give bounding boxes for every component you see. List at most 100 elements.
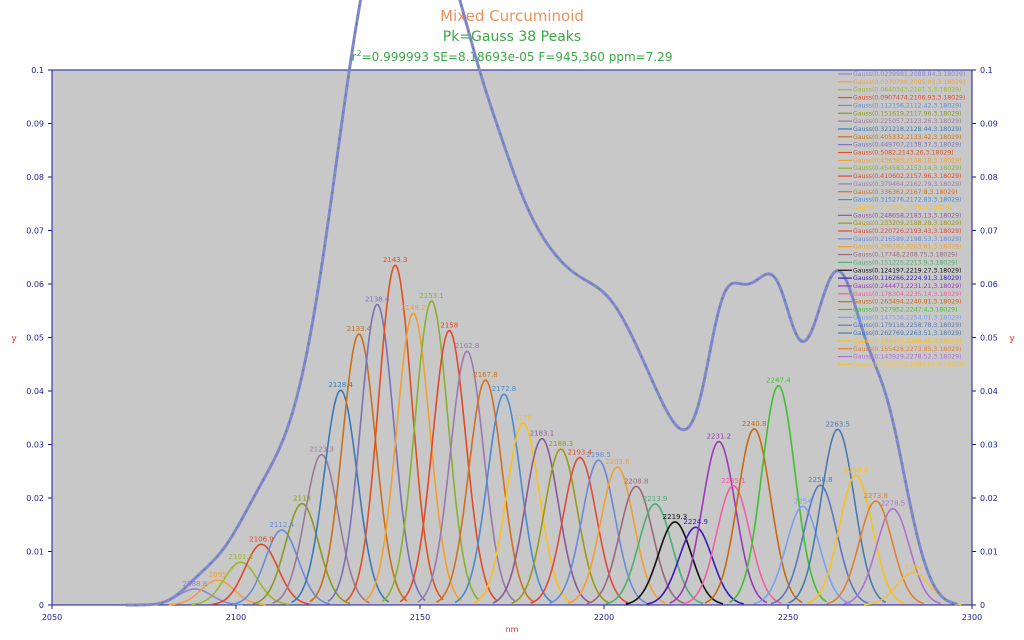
peak-curve-29 bbox=[683, 485, 782, 605]
y-tick-label-left-8: 0.08 bbox=[26, 173, 44, 182]
peak-label-17: 2172.8 bbox=[492, 385, 517, 393]
peak-curve-19 bbox=[492, 437, 591, 604]
y-axis-label-right: y bbox=[1009, 334, 1015, 344]
legend-entry-8: Gauss(0.321218,2128.44,3.18029) bbox=[853, 126, 961, 133]
legend-entry-22: Gauss(0.216589,2198.53,3.18029) bbox=[853, 236, 961, 243]
peak-curve-26 bbox=[625, 521, 724, 605]
legend-entry-37: Gauss(0.143929,2278.52,3.18029) bbox=[853, 354, 961, 361]
fit-statistics: r2=0.999993 SE=8.18693e-05 F=945,360 ppm… bbox=[0, 49, 1024, 64]
legend-entry-9: Gauss(0.405332,2133.42,3.18029) bbox=[853, 134, 961, 141]
peak-label-14: 2158 bbox=[440, 321, 458, 329]
y-tick-label-left-2: 0.02 bbox=[26, 494, 44, 503]
peak-label-34: 2263.5 bbox=[825, 420, 850, 428]
peak-label-38: 2284 bbox=[904, 564, 922, 572]
y-tick-label-right-8: 0.08 bbox=[980, 173, 998, 182]
x-tick-label-1: 2100 bbox=[226, 613, 246, 622]
y-tick-label-left-7: 0.07 bbox=[26, 227, 44, 236]
peak-curve-22 bbox=[549, 459, 647, 604]
peak-label-1: 2088.8 bbox=[183, 580, 208, 588]
y-tick-label-left-10: 0.1 bbox=[31, 66, 44, 75]
legend-entry-21: Gauss(0.220726,2193.43,3.18029) bbox=[853, 228, 961, 235]
legend-entry-3: Gauss(0.0640343,2101.3,3.18029) bbox=[853, 87, 961, 94]
peak-curve-15 bbox=[417, 350, 516, 603]
peak-label-13: 2153.1 bbox=[419, 292, 444, 300]
y-tick-label-left-3: 0.03 bbox=[26, 441, 44, 450]
peak-label-22: 2198.5 bbox=[586, 451, 611, 459]
legend-entry-30: Gauss(0.263494,2240.81,3.18029) bbox=[853, 299, 961, 306]
y-tick-label-left-5: 0.05 bbox=[26, 334, 44, 343]
legend-entry-19: Gauss(0.248658,2183.13,3.18029) bbox=[853, 212, 961, 219]
peak-curve-8 bbox=[291, 389, 390, 604]
peak-curve-21 bbox=[530, 456, 629, 604]
peak-label-30: 2240.8 bbox=[742, 420, 767, 428]
y-tick-label-right-0: 0 bbox=[980, 601, 985, 610]
peak-label-36: 2273.8 bbox=[864, 492, 889, 500]
x-tick-label-0: 2050 bbox=[42, 613, 62, 622]
peak-curve-28 bbox=[669, 440, 768, 604]
peak-curve-5 bbox=[232, 529, 330, 605]
peak-curve-4 bbox=[212, 543, 310, 606]
x-tick-label-4: 2250 bbox=[778, 613, 798, 622]
peak-label-5: 2112.4 bbox=[269, 521, 294, 529]
peak-label-27: 2224.9 bbox=[683, 518, 708, 526]
y-axis-label-left: y bbox=[11, 334, 17, 344]
x-tick-label-3: 2200 bbox=[594, 613, 614, 622]
peak-label-7: 2123.3 bbox=[309, 445, 334, 453]
peak-label-32: 2254 bbox=[794, 497, 812, 505]
legend-entry-7: Gauss(0.225057,2123.26,3.18029) bbox=[853, 118, 961, 125]
peak-curve-23 bbox=[567, 466, 666, 605]
peak-label-8: 2128.4 bbox=[328, 381, 353, 389]
peak-curve-16 bbox=[435, 379, 534, 603]
y-tick-label-left-1: 0.01 bbox=[26, 548, 44, 557]
peak-label-18: 2178 bbox=[514, 414, 532, 422]
peak-label-15: 2162.8 bbox=[455, 342, 480, 350]
peak-curve-7 bbox=[272, 453, 370, 604]
peak-curve-30 bbox=[704, 428, 803, 604]
peak-curve-27 bbox=[646, 526, 744, 605]
legend-entry-33: Gauss(0.179118,2258.78,3.18029) bbox=[853, 322, 961, 329]
peak-label-25: 2213.9 bbox=[643, 495, 668, 503]
y-tick-label-right-6: 0.06 bbox=[980, 280, 998, 289]
legend-entry-26: Gauss(0.124197,2219.27,3.18029) bbox=[853, 267, 961, 274]
peak-curve-20 bbox=[511, 448, 610, 604]
peak-curve-33 bbox=[770, 484, 869, 605]
y-tick-label-right-4: 0.04 bbox=[980, 387, 998, 396]
peak-curve-14 bbox=[399, 329, 498, 603]
stats-values: =0.999993 SE=8.18693e-05 F=945,360 ppm=7… bbox=[361, 50, 673, 64]
legend-entry-6: Gauss(0.151619,2117.96,3.18029) bbox=[853, 110, 961, 117]
peak-label-2: 2095 bbox=[209, 571, 227, 579]
peak-label-37: 2278.5 bbox=[881, 500, 906, 508]
peak-label-11: 2143.3 bbox=[383, 256, 408, 264]
peak-curve-31 bbox=[728, 384, 827, 604]
legend-entry-16: Gauss(0.336362,2167.8,3.18029) bbox=[853, 189, 957, 196]
legend-entry-25: Gauss(0.151225,2213.9,3.18029) bbox=[853, 259, 957, 266]
peak-label-29: 2235.1 bbox=[721, 477, 746, 485]
legend-entry-15: Gauss(0.379464,2162.79,3.18029) bbox=[853, 181, 961, 188]
legend-entry-35: Gauss(0.194003,2268.45,3.18029) bbox=[853, 338, 961, 345]
peak-label-24: 2208.8 bbox=[624, 477, 649, 485]
legend-entry-38: Gauss(0.0485005,2284.04,3.18029) bbox=[853, 361, 965, 368]
peak-label-9: 2133.4 bbox=[347, 325, 372, 333]
peak-label-16: 2167.8 bbox=[473, 371, 498, 379]
peak-curve-36 bbox=[826, 500, 925, 605]
legend-entry-12: Gauss(0.436385,2148.18,3.18029) bbox=[853, 157, 961, 164]
y-tick-label-right-10: 0.1 bbox=[980, 66, 993, 75]
legend-entry-27: Gauss(0.116266,2224.91,3.18029) bbox=[853, 275, 961, 282]
chart-title: Mixed Curcuminoid bbox=[440, 7, 584, 25]
legend-entry-11: Gauss(0.5082,2143.26,3.18029) bbox=[853, 150, 954, 157]
legend-entry-31: Gauss(0.327952,2247.4,3.18029) bbox=[853, 307, 957, 314]
y-tick-label-right-3: 0.03 bbox=[980, 441, 998, 450]
legend-entry-36: Gauss(0.155428,2273.85,3.18029) bbox=[853, 346, 961, 353]
legend-entry-32: Gauss(0.147536,2254.01,3.18029) bbox=[853, 314, 961, 321]
peak-label-28: 2231.2 bbox=[707, 433, 732, 441]
peak-curve-12 bbox=[363, 312, 462, 603]
peak-label-31: 2247.4 bbox=[766, 377, 791, 385]
peak-label-20: 2188.3 bbox=[549, 440, 574, 448]
peak-label-10: 2138.4 bbox=[365, 295, 390, 303]
y-tick-label-right-9: 0.09 bbox=[980, 120, 998, 129]
legend-entry-13: Gauss(0.454583,2153.14,3.18029) bbox=[853, 165, 961, 172]
peak-label-21: 2193.4 bbox=[568, 448, 593, 456]
legend-entry-10: Gauss(0.449707,2138.37,3.18029) bbox=[853, 142, 961, 149]
y-tick-label-left-9: 0.09 bbox=[26, 120, 44, 129]
